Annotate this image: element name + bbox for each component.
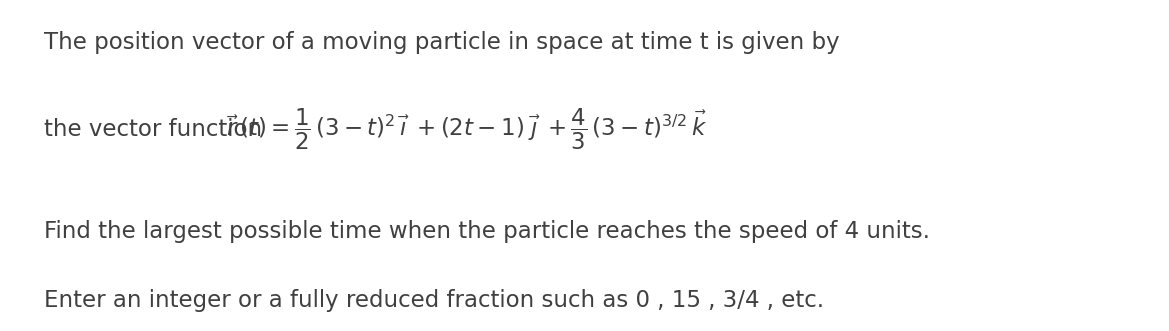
Text: Find the largest possible time when the particle reaches the speed of 4 units.: Find the largest possible time when the … bbox=[44, 220, 931, 243]
Text: The position vector of a moving particle in space at time t is given by: The position vector of a moving particle… bbox=[44, 31, 839, 54]
Text: Enter an integer or a fully reduced fraction such as 0 , 15 , 3/4 , etc.: Enter an integer or a fully reduced frac… bbox=[44, 289, 824, 312]
Text: the vector function: the vector function bbox=[44, 118, 269, 141]
Text: $\vec{r}\,(t) = \dfrac{1}{2}\,(3 - t)^2\,\vec{\imath}\; + (2t - 1)\;\vec{\jmath}: $\vec{r}\,(t) = \dfrac{1}{2}\,(3 - t)^2\… bbox=[226, 107, 707, 152]
